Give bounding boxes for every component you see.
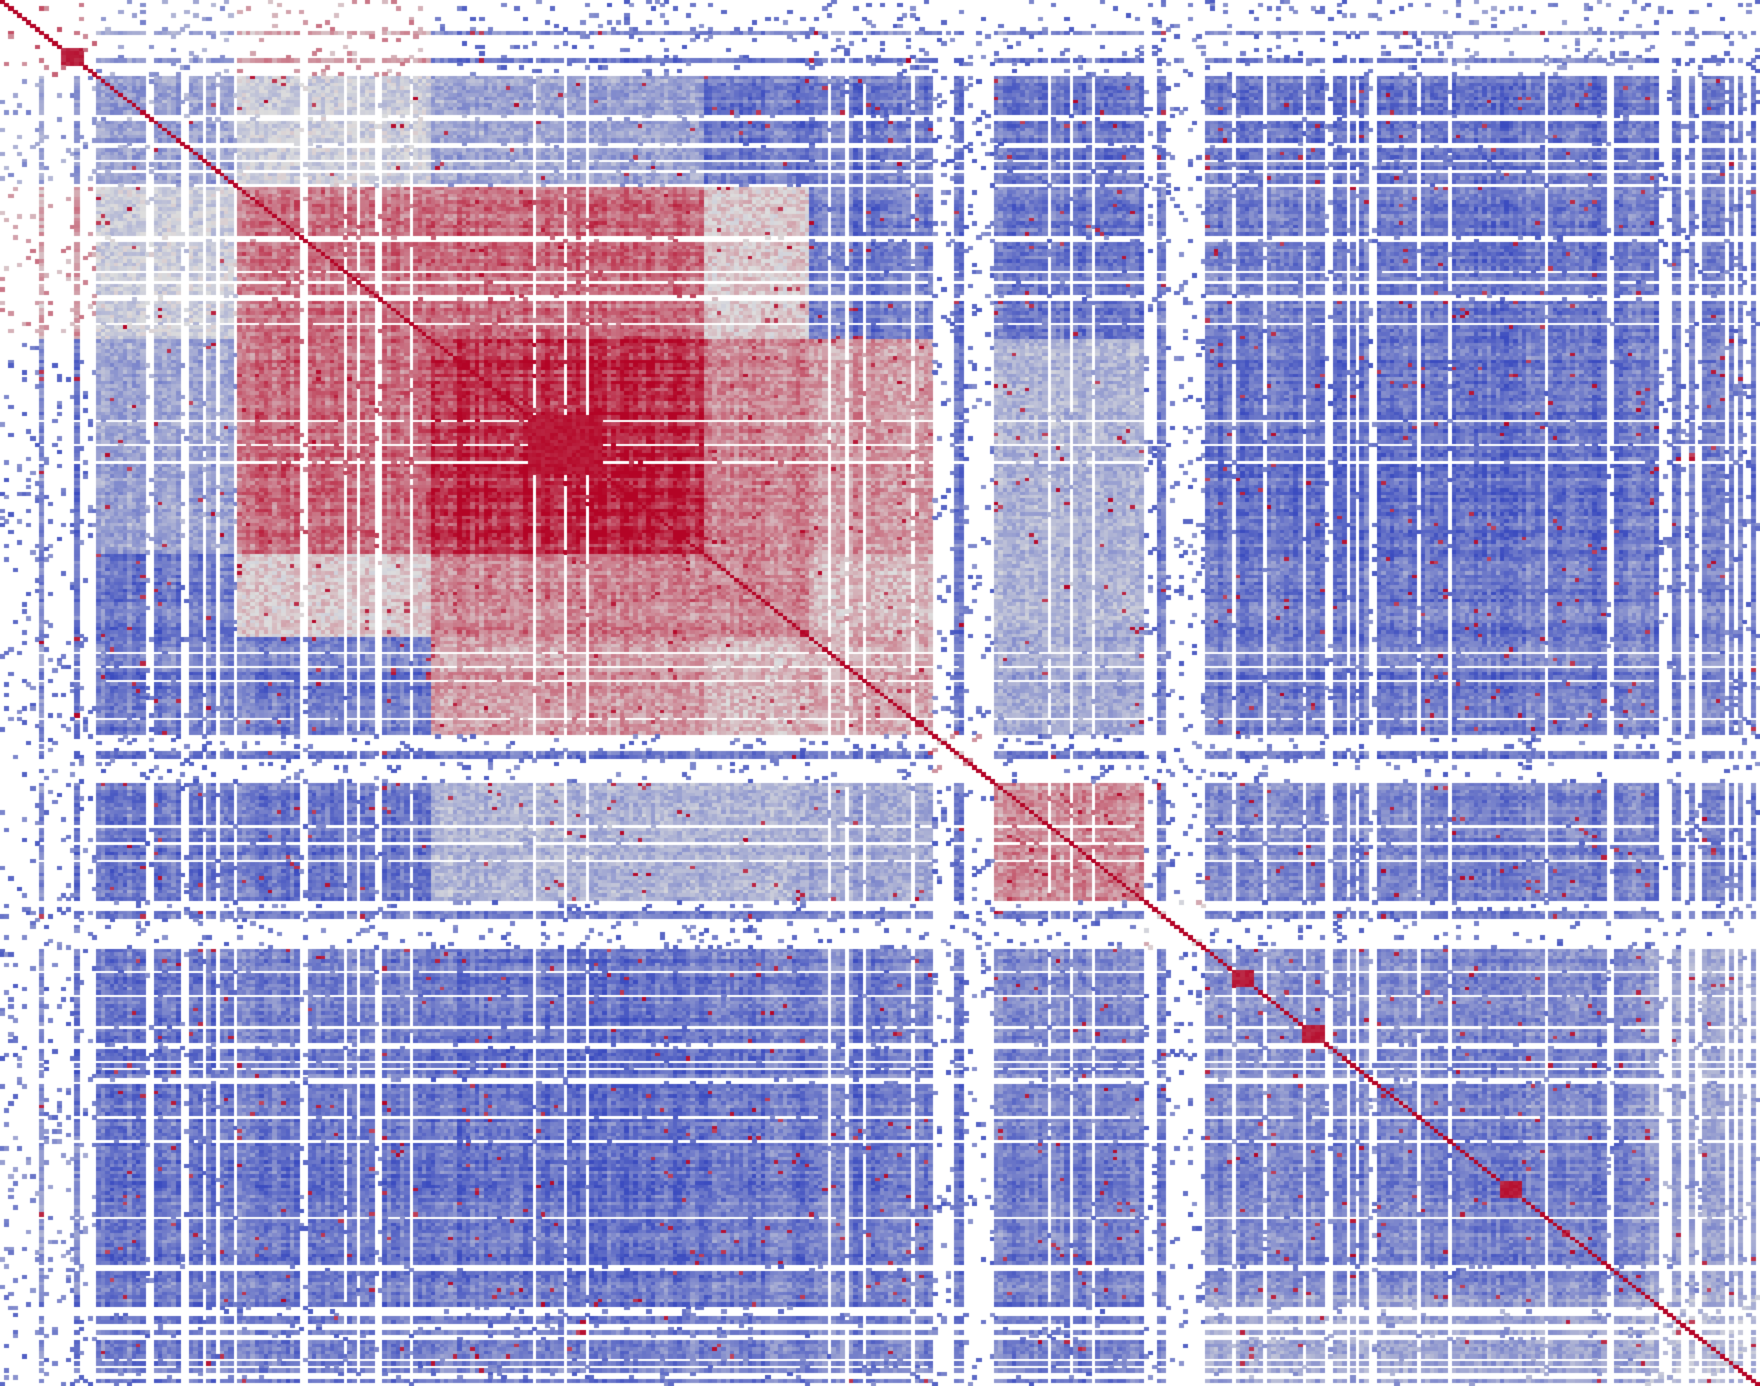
heatmap-matrix-canvas xyxy=(0,0,1760,1386)
heatmap-chart xyxy=(0,0,1760,1386)
